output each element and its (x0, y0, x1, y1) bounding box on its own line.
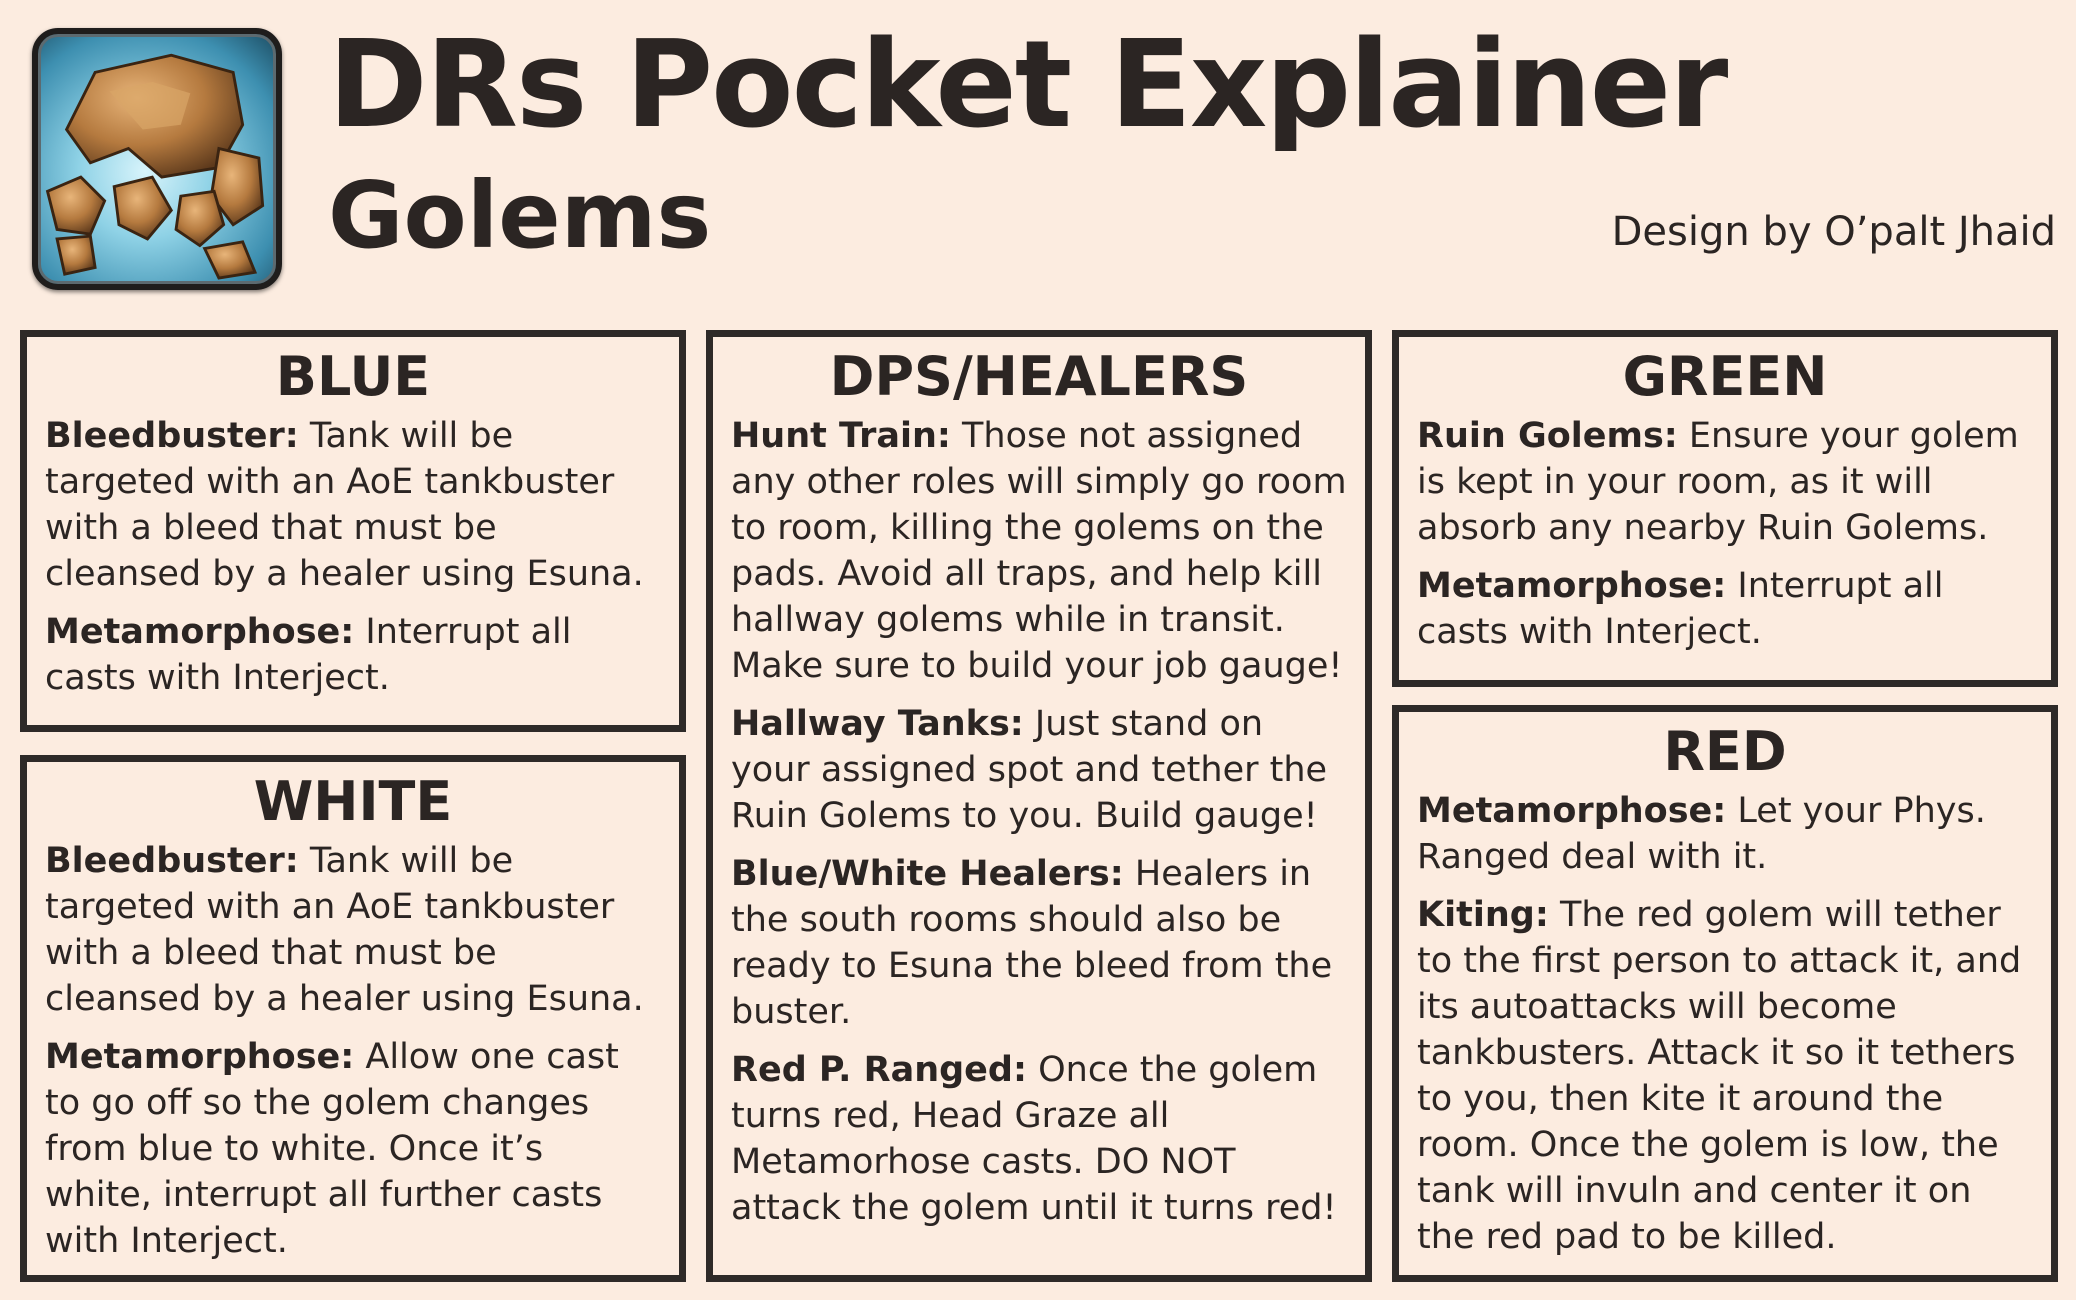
entry-text: The red golem will tether to the first p… (1417, 894, 2022, 1257)
panel-blue: BLUE Bleedbuster: Tank will be targeted … (20, 330, 686, 732)
entry-bleedbuster: Bleedbuster: Tank will be targeted with … (45, 838, 661, 1022)
entry-text: Tank will be targeted with an AoE tankbu… (45, 415, 644, 594)
panel-dps-healers: DPS/HEALERS Hunt Train: Those not assign… (706, 330, 1372, 1282)
page-title: DRs Pocket Explainer (328, 16, 1728, 155)
entry-text: Interrupt all casts with Interject. (45, 611, 572, 698)
entry-text: Just stand on your assigned spot and tet… (731, 703, 1328, 836)
panel-heading: GREEN (1622, 345, 1828, 408)
entry-label: Ruin Golems: (1417, 415, 1678, 456)
design-credit: Design by O’palt Jhaid (1611, 209, 2056, 255)
panel-red: RED Metamorphose: Let your Phys. Ranged … (1392, 705, 2058, 1282)
entry-label: Metamorphose: (1417, 565, 1727, 606)
entry-kiting: Kiting: The red golem will tether to the… (1417, 892, 2033, 1260)
panel-heading: BLUE (275, 345, 431, 408)
entry-text: Once the golem turns red, Head Graze all… (731, 1049, 1337, 1228)
panel-green: GREEN Ruin Golems: Ensure your golem is … (1392, 330, 2058, 687)
entry-label: Bleedbuster: (45, 415, 299, 456)
panel-heading: DPS/HEALERS (829, 345, 1249, 408)
panel-heading: RED (1663, 720, 1787, 783)
entry-bleedbuster: Bleedbuster: Tank will be targeted with … (45, 413, 661, 597)
entry-text: Healers in the south rooms should also b… (731, 853, 1333, 1032)
entry-label: Blue/White Healers: (731, 853, 1124, 894)
entry-blue-white-healers: Blue/White Healers: Healers in the south… (731, 851, 1347, 1035)
entry-ruin-golems: Ruin Golems: Ensure your golem is kept i… (1417, 413, 2033, 551)
entry-metamorphose: Metamorphose: Interrupt all casts with I… (1417, 563, 2033, 655)
entry-hunt-train: Hunt Train: Those not assigned any other… (731, 413, 1347, 689)
entry-metamorphose: Metamorphose: Interrupt all casts with I… (45, 609, 661, 701)
entry-label: Hallway Tanks: (731, 703, 1024, 744)
entry-metamorphose: Metamorphose: Let your Phys. Ranged deal… (1417, 788, 2033, 880)
entry-text: Let your Phys. Ranged deal with it. (1417, 790, 1986, 877)
entry-label: Bleedbuster: (45, 840, 299, 881)
entry-text: Interrupt all casts with Interject. (1417, 565, 1944, 652)
entry-text: Those not assigned any other roles will … (731, 415, 1347, 686)
golem-icon (32, 28, 282, 290)
entry-label: Hunt Train: (731, 415, 951, 456)
entry-text: Ensure your golem is kept in your room, … (1417, 415, 2019, 548)
panel-heading: WHITE (253, 770, 453, 833)
entry-metamorphose: Metamorphose: Allow one cast to go off s… (45, 1034, 661, 1264)
entry-label: Metamorphose: (45, 611, 355, 652)
page-subtitle: Golems (328, 162, 712, 269)
entry-text: Allow one cast to go off so the golem ch… (45, 1036, 619, 1261)
entry-label: Metamorphose: (1417, 790, 1727, 831)
entry-red-p-ranged: Red P. Ranged: Once the golem turns red,… (731, 1047, 1347, 1231)
entry-label: Metamorphose: (45, 1036, 355, 1077)
entry-text: Tank will be targeted with an AoE tankbu… (45, 840, 644, 1019)
entry-label: Red P. Ranged: (731, 1049, 1027, 1090)
entry-hallway-tanks: Hallway Tanks: Just stand on your assign… (731, 701, 1347, 839)
entry-label: Kiting: (1417, 894, 1549, 935)
panel-white: WHITE Bleedbuster: Tank will be targeted… (20, 755, 686, 1282)
